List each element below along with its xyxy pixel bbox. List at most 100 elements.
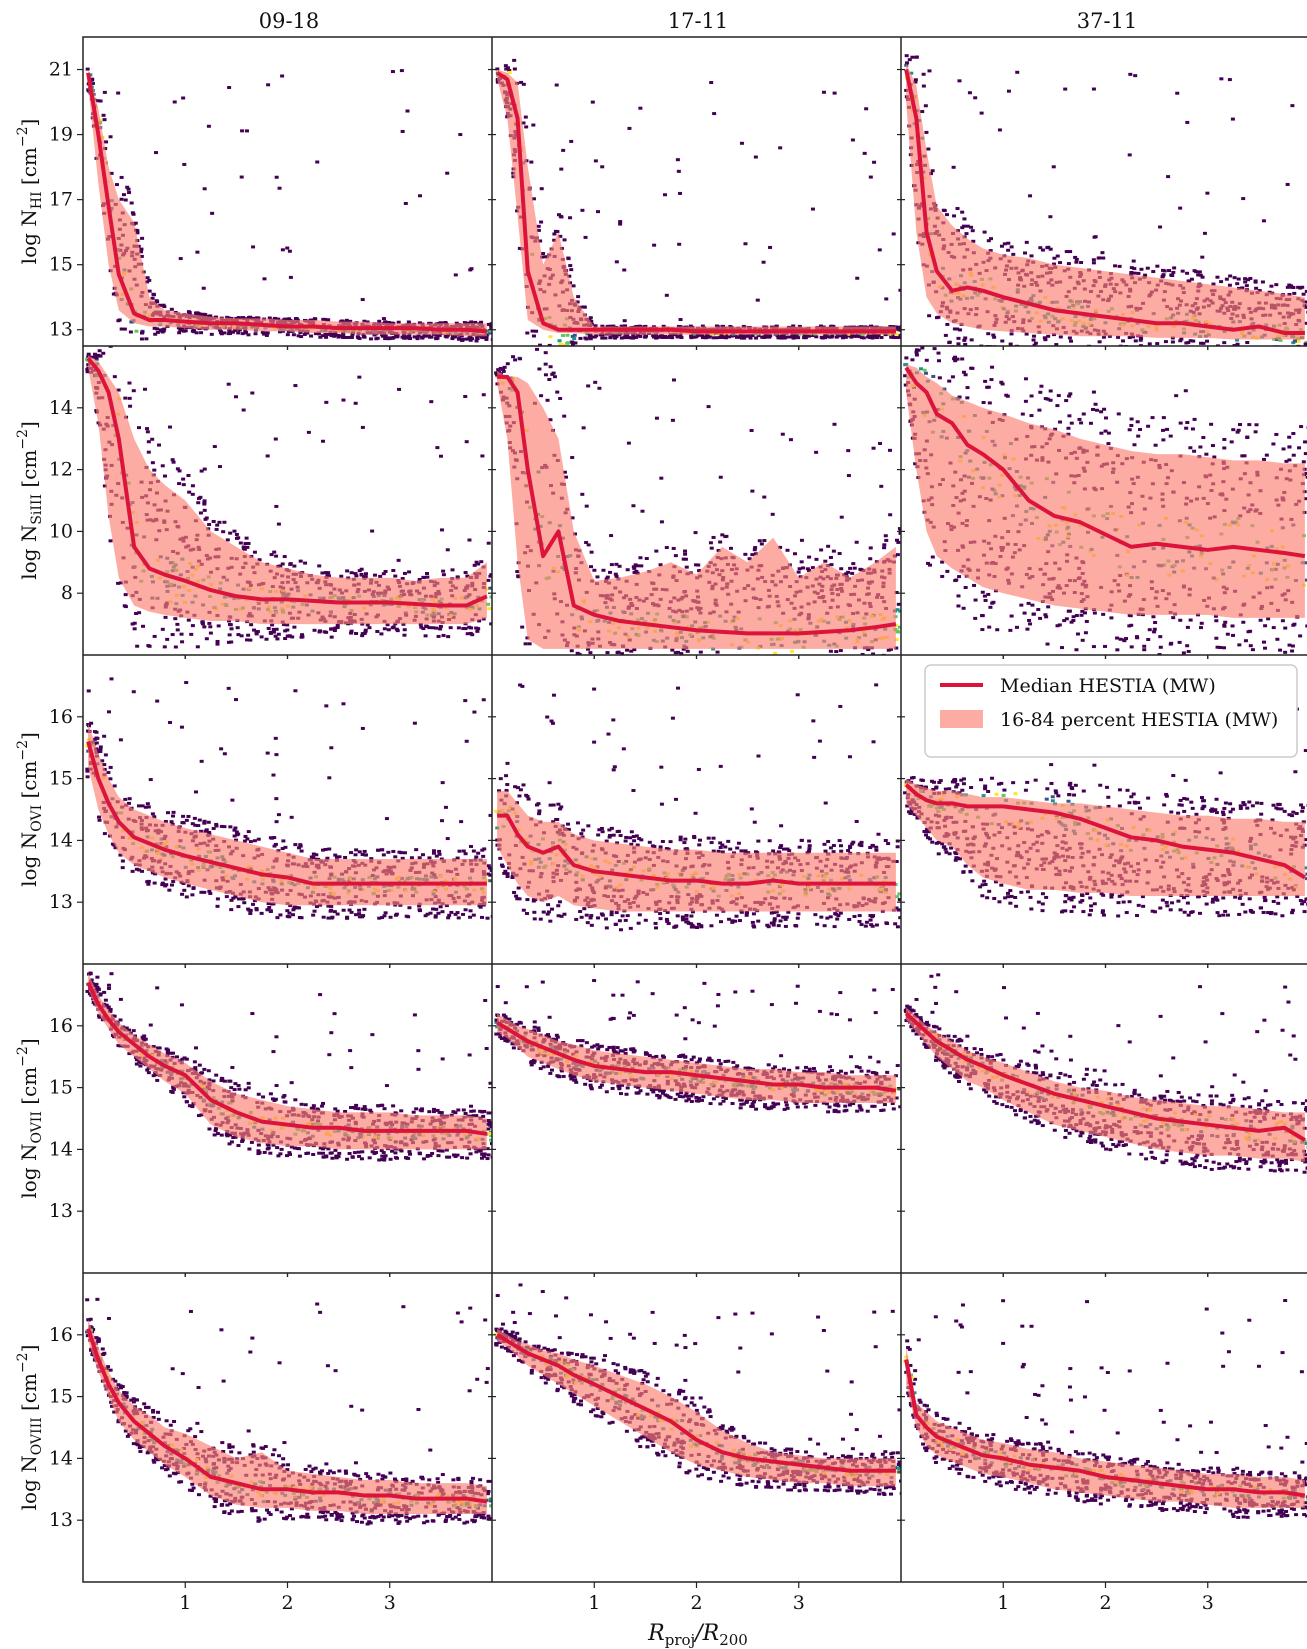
scatter-point xyxy=(638,106,643,110)
scatter-point xyxy=(233,328,238,332)
scatter-point xyxy=(674,667,678,670)
scatter-point xyxy=(724,534,729,538)
scatter-point xyxy=(701,336,706,340)
scatter-point xyxy=(134,329,139,333)
scatter-point xyxy=(569,139,574,143)
scatter-point xyxy=(266,626,271,630)
scatter-point xyxy=(238,316,243,320)
scatter-point xyxy=(383,334,388,338)
scatter-point xyxy=(1300,285,1305,289)
scatter-point xyxy=(1194,270,1199,274)
scatter-point xyxy=(363,630,368,634)
scatter-point xyxy=(1153,352,1157,355)
scatter-point xyxy=(474,626,479,630)
scatter-point xyxy=(1213,614,1218,618)
scatter-point xyxy=(123,396,128,400)
scatter-point xyxy=(728,546,733,550)
scatter-point xyxy=(360,634,365,638)
scatter-point xyxy=(1147,628,1152,632)
scatter-point xyxy=(888,647,893,651)
scatter-point xyxy=(763,333,768,337)
scatter-point xyxy=(890,670,894,673)
scatter-point xyxy=(894,336,899,340)
scatter-point xyxy=(1117,347,1121,350)
scatter-point xyxy=(537,367,542,371)
scatter-point xyxy=(535,666,539,669)
scatter-point xyxy=(524,125,529,129)
scatter-point xyxy=(417,321,422,325)
scatter-point xyxy=(96,353,101,357)
scatter-point xyxy=(690,659,694,662)
scatter-point xyxy=(217,520,222,524)
scatter-point xyxy=(829,563,834,567)
scatter-point xyxy=(1006,248,1011,252)
scatter-point xyxy=(225,315,230,319)
scatter-point xyxy=(1091,407,1096,411)
scatter-point xyxy=(196,501,201,505)
scatter-point xyxy=(828,649,833,653)
scatter-point xyxy=(620,652,625,655)
scatter-point xyxy=(596,657,600,660)
scatter-point xyxy=(313,317,318,321)
scatter-point xyxy=(1102,407,1107,411)
scatter-point xyxy=(402,571,407,575)
scatter-point xyxy=(444,335,449,339)
scatter-point xyxy=(654,336,659,340)
scatter-point xyxy=(654,333,659,337)
scatter-point xyxy=(234,395,239,399)
scatter-point xyxy=(960,226,965,230)
scatter-point xyxy=(1222,446,1227,450)
scatter-point xyxy=(573,532,578,536)
scatter-point xyxy=(204,637,209,641)
scatter-point xyxy=(953,359,958,363)
scatter-point xyxy=(222,331,227,335)
scatter-point xyxy=(1181,651,1186,655)
scatter-point xyxy=(349,629,354,633)
scatter-point xyxy=(285,634,290,638)
scatter-point xyxy=(737,335,742,339)
scatter-point xyxy=(1301,292,1306,296)
scatter-point xyxy=(924,130,929,134)
scatter-point xyxy=(681,557,686,561)
scatter-point xyxy=(265,331,270,335)
scatter-point xyxy=(489,326,492,330)
scatter-point xyxy=(112,375,117,379)
scatter-point xyxy=(1287,643,1292,647)
scatter-point xyxy=(781,333,786,337)
scatter-point xyxy=(795,333,800,337)
scatter-point xyxy=(1228,274,1233,278)
scatter-point xyxy=(114,183,119,187)
scatter-point xyxy=(137,611,142,615)
scatter-point xyxy=(810,334,815,338)
scatter-point xyxy=(336,333,341,337)
scatter-point xyxy=(1167,269,1172,273)
scatter-point xyxy=(1078,349,1082,352)
scatter-point xyxy=(317,630,322,634)
scatter-point xyxy=(1038,246,1043,250)
scatter-point xyxy=(1304,578,1307,582)
scatter-point xyxy=(1185,644,1190,648)
scatter-point xyxy=(1091,261,1096,265)
scatter-point xyxy=(475,336,480,340)
scatter-point xyxy=(1211,282,1216,286)
scatter-point xyxy=(575,651,580,655)
scatter-point xyxy=(776,336,781,340)
scatter-point xyxy=(898,335,901,339)
scatter-point xyxy=(346,335,351,339)
scatter-point xyxy=(176,326,181,330)
scatter-point xyxy=(434,626,439,630)
scatter-point xyxy=(894,590,899,594)
scatter-point xyxy=(416,334,421,338)
scatter-point xyxy=(450,568,455,572)
scatter-point xyxy=(212,445,217,449)
scatter-point xyxy=(726,335,731,339)
scatter-point xyxy=(1285,285,1290,289)
scatter-point xyxy=(679,336,684,340)
scatter-point xyxy=(1006,89,1011,93)
scatter-point xyxy=(869,324,874,328)
scatter-point xyxy=(620,663,624,666)
scatter-point xyxy=(675,335,680,339)
scatter-point xyxy=(780,432,785,436)
scatter-point xyxy=(543,351,548,355)
scatter-point xyxy=(1063,87,1068,91)
